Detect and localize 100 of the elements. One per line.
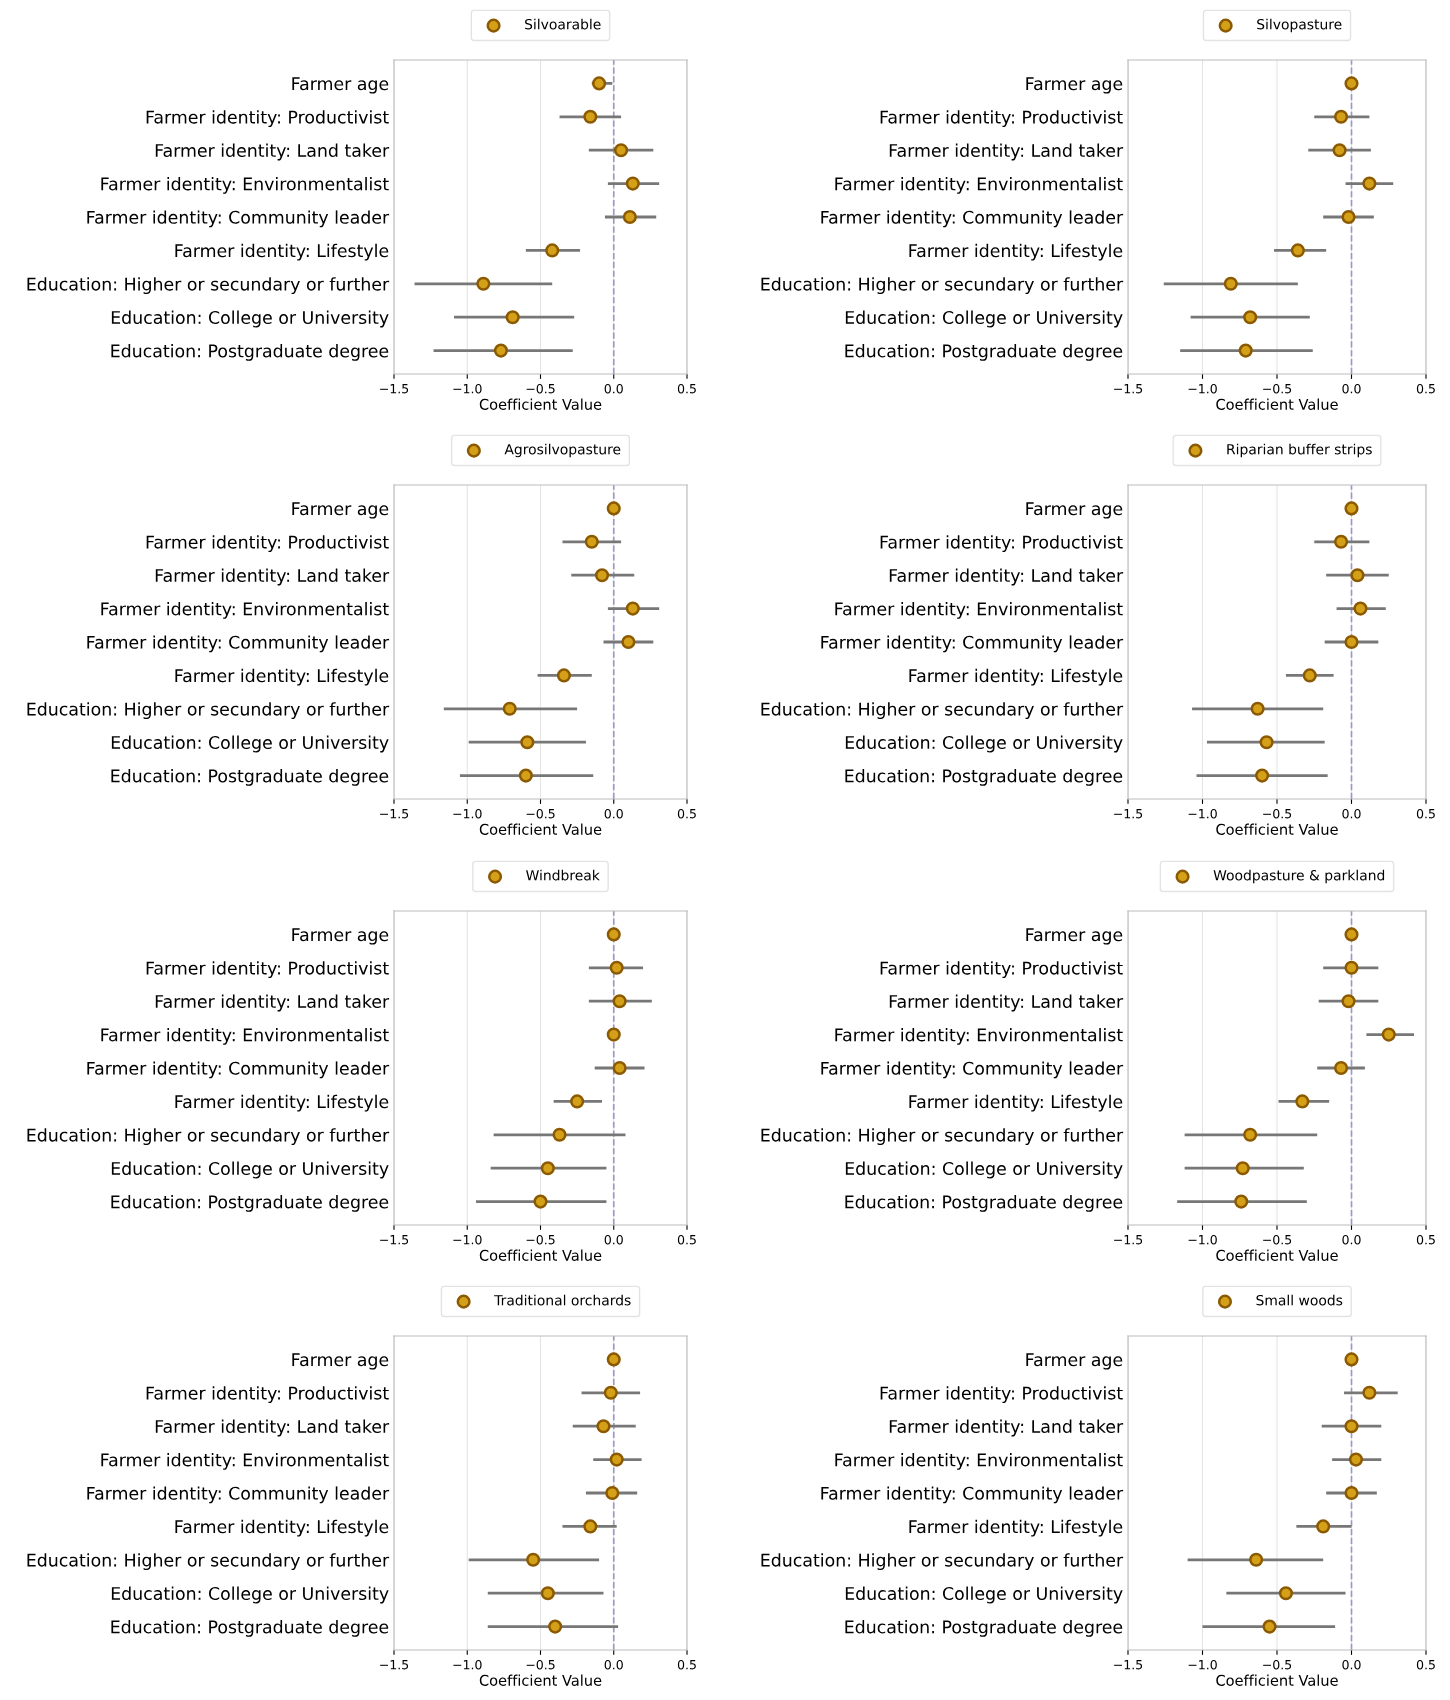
y-tick-label: Farmer identity: Community leader <box>87 1061 390 1079</box>
x-tick-label: 0.5 <box>1416 808 1435 819</box>
x-tick-label: −0.5 <box>1263 1659 1292 1670</box>
point <box>545 243 560 258</box>
y-tick-label: Farmer identity: Productivist <box>880 1386 1123 1403</box>
point <box>1344 1485 1359 1501</box>
y-tick-label: Farmer identity: Environmentalist <box>835 602 1123 619</box>
point <box>1344 634 1359 650</box>
y-tick-label: Farmer age <box>292 502 389 519</box>
y-tick-label: Farmer identity: Land taker <box>155 568 390 586</box>
y-tick-label: Farmer age <box>1026 928 1123 945</box>
y-tick-label: Education: Higher or secundary or further <box>27 702 390 720</box>
x-tick-label: −1.0 <box>453 1659 482 1670</box>
point <box>612 1060 627 1076</box>
y-tick-label: Farmer identity: Land taker <box>155 994 390 1012</box>
y-tick-label: Education: Postgraduate degree <box>845 344 1123 361</box>
legend-label: Traditional orchards <box>494 1294 631 1306</box>
point <box>1334 1060 1349 1076</box>
point <box>1332 143 1347 158</box>
point <box>1362 1385 1377 1400</box>
point <box>594 568 610 583</box>
y-tick-label: Farmer identity: Lifestyle <box>175 1519 389 1537</box>
x-tick-label: −1.5 <box>380 384 409 394</box>
point <box>625 176 640 191</box>
y-tick-label: Farmer identity: Lifestyle <box>909 243 1123 261</box>
x-tick-label: −0.5 <box>1263 383 1292 394</box>
point <box>552 1127 567 1142</box>
point <box>1350 568 1365 583</box>
x-tick-label: 0.0 <box>604 1659 623 1670</box>
point <box>621 634 636 650</box>
x-tick-label: −1.5 <box>1114 384 1143 394</box>
point <box>520 735 535 750</box>
x-tick-label: 0.5 <box>677 383 696 394</box>
point <box>605 1485 620 1501</box>
x-tick-label: 0.5 <box>1416 1659 1435 1670</box>
point <box>583 1519 598 1534</box>
point <box>606 927 621 942</box>
y-tick-label: Farmer identity: Environmentalist <box>101 177 389 194</box>
x-axis-title: Coefficient Value <box>1216 1674 1338 1686</box>
y-tick-label: Farmer identity: Community leader <box>821 1486 1124 1504</box>
x-axis-title: Coefficient Value <box>479 398 602 410</box>
point <box>592 76 607 91</box>
point <box>476 276 491 291</box>
y-tick-label: Education: College or University <box>111 735 389 753</box>
y-tick-label: Education: Postgraduate degree <box>845 1620 1123 1637</box>
point <box>614 143 629 158</box>
point <box>596 1419 611 1434</box>
y-tick-label: Farmer identity: Land taker <box>889 568 1124 586</box>
y-tick-label: Farmer identity: Community leader <box>87 1486 390 1504</box>
x-tick-label: 0.5 <box>1416 383 1435 394</box>
y-tick-label: Farmer identity: Lifestyle <box>175 668 389 686</box>
point <box>583 109 598 124</box>
point <box>1250 701 1265 716</box>
x-tick-label: −1.5 <box>380 1235 409 1245</box>
point <box>606 1027 621 1042</box>
point <box>1278 1586 1293 1601</box>
y-tick-label: Farmer identity: Land taker <box>155 1419 390 1437</box>
point <box>1290 243 1305 258</box>
point <box>625 601 640 616</box>
point <box>606 1352 621 1367</box>
point <box>1243 310 1258 325</box>
x-tick-label: −1.0 <box>453 808 482 819</box>
x-tick-label: −0.5 <box>1263 1234 1292 1245</box>
x-tick-label: −1.0 <box>1188 1659 1217 1670</box>
y-tick-label: Education: Higher or secundary or further <box>761 1553 1124 1571</box>
y-tick-label: Farmer age <box>1026 77 1123 94</box>
point <box>1344 960 1359 975</box>
y-tick-label: Farmer identity: Productivist <box>880 961 1123 978</box>
x-tick-label: 0.0 <box>1342 808 1361 819</box>
point <box>584 534 599 549</box>
x-tick-label: −1.0 <box>1188 808 1217 819</box>
y-tick-label: Education: Higher or secundary or further <box>761 277 1124 295</box>
point <box>1362 176 1377 191</box>
point <box>1295 1094 1310 1109</box>
y-tick-label: Education: Postgraduate degree <box>111 344 389 361</box>
y-tick-label: Education: College or University <box>845 1586 1123 1604</box>
y-tick-label: Education: Postgraduate degree <box>845 1195 1123 1212</box>
legend-label: Small woods <box>1256 1294 1343 1306</box>
x-tick-label: 0.0 <box>1342 1659 1361 1670</box>
point <box>1238 343 1253 358</box>
y-tick-label: Education: Higher or secundary or further <box>27 1553 390 1571</box>
x-tick-label: 0.0 <box>604 1234 623 1245</box>
y-tick-label: Farmer identity: Lifestyle <box>175 1094 389 1112</box>
legend-label: Silvoarable <box>525 18 601 30</box>
x-tick-label: 0.0 <box>604 383 623 394</box>
y-tick-label: Farmer identity: Productivist <box>880 110 1123 127</box>
point <box>1341 209 1356 225</box>
x-tick-label: 0.0 <box>604 808 623 819</box>
y-tick-label: Farmer identity: Lifestyle <box>909 1094 1123 1112</box>
y-tick-label: Education: College or University <box>845 1161 1123 1179</box>
legend-label: Windbreak <box>526 869 600 881</box>
point <box>1262 1619 1277 1634</box>
x-tick-label: 0.5 <box>677 808 696 819</box>
point <box>609 1452 624 1467</box>
point <box>1344 927 1359 942</box>
x-tick-label: 0.5 <box>1416 1234 1435 1245</box>
x-tick-label: 0.5 <box>677 1659 696 1670</box>
point <box>570 1094 585 1109</box>
x-tick-label: 0.0 <box>1342 1234 1361 1245</box>
y-tick-label: Education: College or University <box>845 310 1123 328</box>
